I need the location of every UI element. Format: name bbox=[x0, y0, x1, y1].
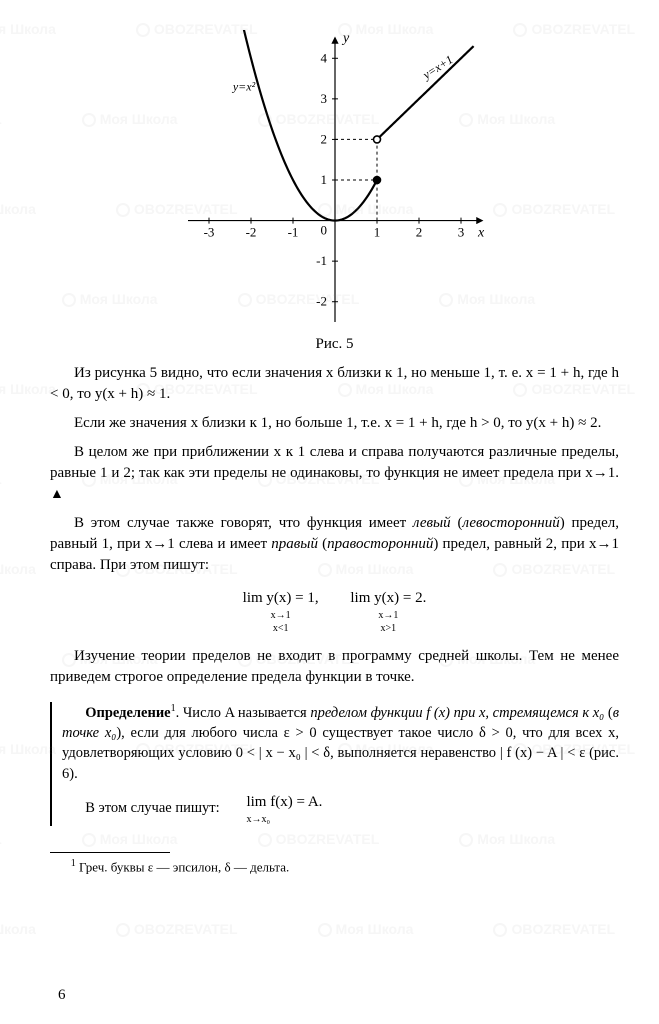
definition-block: Определение1. Число A называется предело… bbox=[50, 702, 619, 826]
paragraph-3: В целом же при приближении x к 1 слева и… bbox=[50, 442, 619, 505]
svg-text:-1: -1 bbox=[316, 253, 327, 268]
svg-text:1: 1 bbox=[373, 225, 380, 240]
limit-left: lim y(x) = 1, x→1 x<1 bbox=[243, 588, 319, 634]
page-number: 6 bbox=[58, 985, 66, 1006]
definition-heading: Определение bbox=[85, 705, 170, 721]
svg-text:-2: -2 bbox=[245, 225, 256, 240]
svg-text:0: 0 bbox=[320, 223, 327, 238]
definition-tail: В этом случае пишут: lim f(x) = A. x→x₀ bbox=[62, 792, 619, 826]
svg-text:1: 1 bbox=[320, 172, 327, 187]
svg-text:y: y bbox=[341, 31, 350, 46]
figure-caption: Рис. 5 bbox=[180, 334, 490, 355]
paragraph-2: Если же значения x близки к 1, но больше… bbox=[50, 413, 619, 434]
svg-text:3: 3 bbox=[457, 225, 464, 240]
paragraph-5: Изучение теории пределов не входит в про… bbox=[50, 646, 619, 688]
function-plot-svg: -3 -2 -1 1 2 3 -2 -1 1 2 3 4 0 x y y=x² y=x+1 bbox=[180, 30, 490, 330]
svg-text:y=x²: y=x² bbox=[231, 80, 255, 94]
svg-text:-1: -1 bbox=[287, 225, 298, 240]
svg-text:2: 2 bbox=[320, 131, 327, 146]
paragraph-3-text: В целом же при приближении x к 1 слева и… bbox=[50, 444, 619, 481]
footnote-rule bbox=[50, 852, 170, 853]
paragraph-1: Из рисунка 5 видно, что если значения x … bbox=[50, 363, 619, 405]
footnote: 1 Греч. буквы ε — эпсилон, δ — дельта. bbox=[50, 857, 619, 877]
svg-text:y=x+1: y=x+1 bbox=[419, 52, 455, 82]
svg-text:4: 4 bbox=[320, 50, 327, 65]
svg-text:2: 2 bbox=[415, 225, 422, 240]
end-triangle-icon: ▲ bbox=[50, 487, 64, 502]
paragraph-4: В этом случае также говорят, что функция… bbox=[50, 513, 619, 576]
figure-5-chart: -3 -2 -1 1 2 3 -2 -1 1 2 3 4 0 x y y=x² y=x+1 Рис. 5 bbox=[180, 30, 490, 355]
limits-display: lim y(x) = 1, x→1 x<1 lim y(x) = 2. x→1 … bbox=[50, 588, 619, 634]
limit-right: lim y(x) = 2. x→1 x>1 bbox=[350, 588, 426, 634]
svg-text:3: 3 bbox=[320, 91, 327, 106]
svg-text:x: x bbox=[477, 226, 485, 241]
footnote-marker: 1 bbox=[71, 858, 76, 869]
svg-text:-2: -2 bbox=[316, 294, 327, 309]
svg-text:-3: -3 bbox=[203, 225, 214, 240]
